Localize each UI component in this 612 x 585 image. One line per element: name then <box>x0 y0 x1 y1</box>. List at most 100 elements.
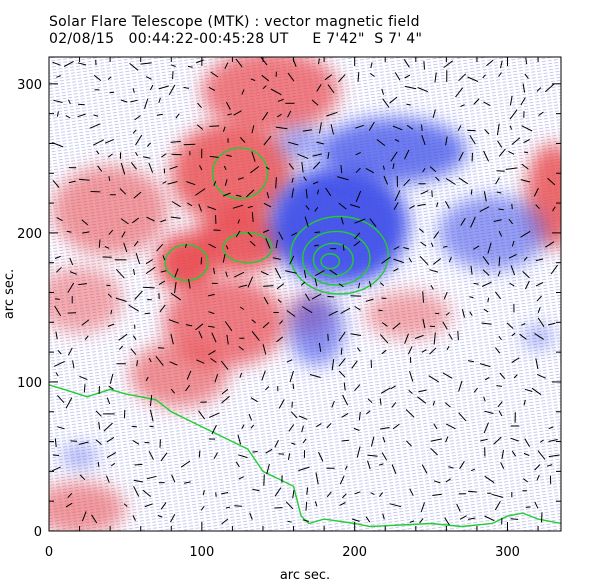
field-vector <box>303 176 307 181</box>
field-vector <box>130 162 137 170</box>
field-vector <box>309 374 321 378</box>
field-vector <box>421 124 423 132</box>
field-vector <box>233 271 245 278</box>
field-vector <box>170 388 176 394</box>
field-vector <box>536 474 540 481</box>
x-tick-label: 200 <box>342 545 367 560</box>
field-vector <box>521 125 533 132</box>
field-vector <box>403 178 411 187</box>
field-vector <box>56 111 59 117</box>
field-vector <box>548 454 560 458</box>
field-vector <box>132 335 137 340</box>
field-vector <box>77 113 86 118</box>
field-vector <box>148 450 154 460</box>
field-vector <box>513 374 518 379</box>
field-vector <box>524 73 529 79</box>
vector-layer <box>51 57 560 526</box>
field-vector <box>470 265 473 275</box>
plot-frame <box>48 56 562 532</box>
field-vector <box>314 231 320 233</box>
field-vector <box>459 515 467 520</box>
field-vector <box>298 466 310 472</box>
field-vector <box>96 150 100 155</box>
field-vector <box>238 454 248 459</box>
field-vector <box>430 284 434 290</box>
field-vector <box>54 360 65 367</box>
chart-subtitle: 02/08/15 00:44:22-00:45:28 UT E 7'42" S … <box>49 31 423 47</box>
field-vector <box>130 99 138 103</box>
field-vector <box>225 101 231 110</box>
field-vector <box>286 310 296 317</box>
field-vector <box>261 111 269 121</box>
field-vector <box>483 150 490 162</box>
field-vector <box>222 126 226 132</box>
field-vector <box>303 270 307 279</box>
field-vector <box>460 104 465 107</box>
field-vector <box>510 437 519 442</box>
field-vector <box>275 239 278 249</box>
field-vector <box>509 109 518 120</box>
field-vector <box>495 347 501 354</box>
field-vector <box>169 165 178 170</box>
field-vector <box>160 270 167 273</box>
field-vector <box>252 451 258 453</box>
positive-polarity-region <box>171 121 294 226</box>
field-vector <box>261 74 270 82</box>
positive-polarity-region <box>52 165 169 256</box>
field-vector <box>263 296 269 305</box>
field-vector <box>134 463 143 466</box>
field-vector <box>276 336 284 343</box>
field-vector <box>55 372 59 377</box>
field-vector <box>274 267 282 279</box>
field-vector <box>511 240 515 247</box>
field-vector <box>445 312 450 316</box>
contour-line <box>320 253 341 270</box>
field-vector <box>287 72 295 82</box>
field-vector <box>392 322 401 330</box>
field-vector <box>365 410 371 415</box>
field-vector <box>422 291 424 303</box>
field-vector <box>118 333 128 341</box>
contour-line <box>312 242 354 277</box>
field-vector <box>467 490 477 493</box>
field-vector <box>486 59 494 67</box>
field-vector <box>456 503 461 512</box>
field-vector <box>421 349 427 353</box>
field-vector <box>458 380 463 392</box>
field-vector <box>358 282 361 289</box>
field-vector <box>393 246 400 250</box>
field-vector <box>262 85 267 89</box>
field-vector <box>148 162 154 173</box>
field-vector <box>430 447 438 456</box>
negative-polarity-region <box>270 165 409 286</box>
field-vector <box>482 256 490 265</box>
field-vector <box>343 382 346 391</box>
field-vector <box>79 474 86 481</box>
field-vector <box>160 502 167 510</box>
field-vector <box>391 464 397 474</box>
field-vector <box>390 385 396 390</box>
field-vector <box>522 478 529 483</box>
field-vector <box>405 440 412 447</box>
field-vector <box>200 257 203 265</box>
field-vector <box>92 139 105 146</box>
field-vector <box>355 190 362 202</box>
field-vector <box>511 137 521 145</box>
field-vector <box>407 346 413 355</box>
field-vector <box>351 360 358 369</box>
field-vector <box>266 463 270 475</box>
field-vector <box>110 462 116 467</box>
field-vector <box>393 202 399 210</box>
field-vector <box>353 427 360 431</box>
field-vector <box>128 304 139 312</box>
field-vector <box>208 86 216 92</box>
field-vector <box>368 121 375 131</box>
field-vector <box>238 346 244 351</box>
field-vector <box>54 255 61 259</box>
field-vector <box>331 400 335 408</box>
field-vector <box>500 462 505 469</box>
negative-polarity-region <box>288 294 344 366</box>
field-vector <box>448 466 454 469</box>
field-vector <box>291 177 294 183</box>
field-vector <box>442 321 448 330</box>
